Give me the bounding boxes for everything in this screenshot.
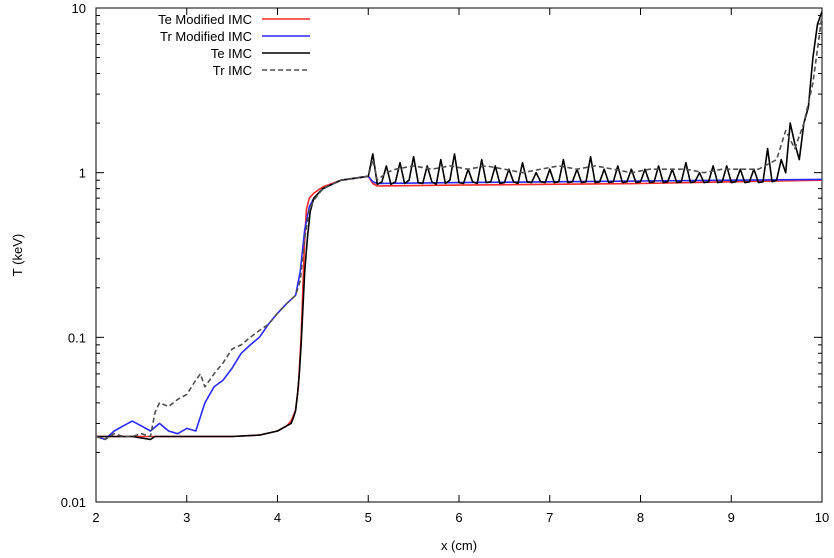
legend-label: Te IMC: [211, 46, 252, 61]
x-tick-label: 8: [637, 510, 644, 525]
x-tick-label: 7: [546, 510, 553, 525]
x-tick-label: 3: [183, 510, 190, 525]
x-tick-label: 6: [455, 510, 462, 525]
y-axis-label: T (keV): [10, 234, 25, 276]
legend-label: Te Modified IMC: [158, 12, 252, 27]
series-line-2: [95, 175, 823, 441]
series-line-1: [96, 175, 823, 438]
y-tick-label: 1: [79, 166, 86, 181]
y-tick-label: 0.1: [68, 330, 86, 345]
x-tick-label: 2: [92, 510, 99, 525]
series-line-4: [95, 15, 823, 441]
y-tick-label: 10: [72, 1, 86, 16]
series-line-3: [96, 11, 823, 441]
legend: Te Modified IMC Tr Modified IMC Te IMC Tr I…: [158, 12, 310, 78]
series-lines: [95, 11, 823, 441]
y-tick-label: 0.01: [61, 495, 86, 510]
plot-frame: [95, 7, 823, 503]
x-axis-label: x (cm): [441, 538, 477, 553]
legend-label: Tr Modified IMC: [160, 29, 252, 44]
axis-ticks: 2 3 4 5 6 7 8 9 10 0.01 0.1 1 10: [61, 1, 830, 525]
x-tick-label: 9: [728, 510, 735, 525]
x-tick-label: 5: [365, 510, 372, 525]
x-tick-label: 4: [274, 510, 281, 525]
x-tick-label: 10: [815, 510, 829, 525]
legend-label: Tr IMC: [213, 63, 252, 78]
